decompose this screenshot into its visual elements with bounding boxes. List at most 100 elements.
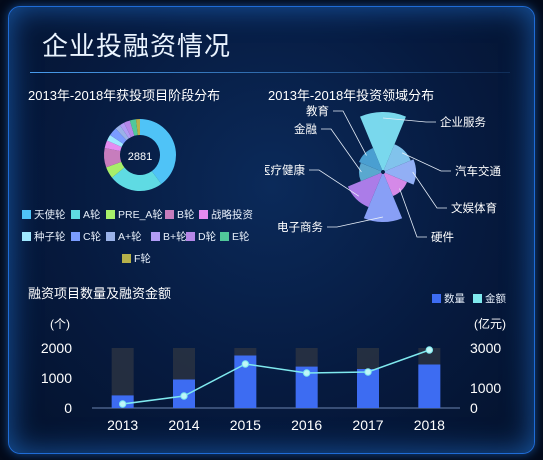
rose-label-1: 汽车交通 [455, 164, 501, 178]
legend-swatch [22, 232, 31, 241]
stage-legend-item-10[interactable]: E轮 [220, 229, 250, 244]
right-tick-0: 0 [470, 400, 478, 416]
x-tick-2018: 2018 [414, 417, 445, 433]
stage-legend-item-9[interactable]: D轮 [186, 229, 216, 244]
legend-swatch [71, 232, 80, 241]
rose-label-2: 文娱体育 [451, 201, 497, 215]
bar-legend-count-label: 数量 [444, 293, 465, 305]
rose-leader-line [327, 216, 384, 228]
stage-legend-item-6[interactable]: C轮 [71, 229, 101, 244]
bar-chart-title: 融资项目数量及融资金额 [28, 286, 172, 301]
rose-label-0: 企业服务 [440, 115, 486, 129]
rose-label-6: 金融 [294, 122, 317, 136]
legend-label: PRE_A轮 [118, 209, 163, 221]
amount-point-2016[interactable] [302, 369, 311, 377]
stage-legend-item-11[interactable]: F轮 [122, 251, 151, 266]
stage-legend-item-2[interactable]: PRE_A轮 [106, 207, 163, 222]
legend-label: 天使轮 [34, 209, 66, 221]
bar-legend-amount: 金额 [473, 291, 506, 306]
stage-legend-item-3[interactable]: B轮 [165, 207, 195, 222]
legend-swatch [71, 210, 80, 219]
stage-legend-item-8[interactable]: B+轮 [151, 229, 187, 244]
rose-slice-3 [383, 172, 408, 197]
bar-legend-amount-label: 金额 [485, 293, 506, 305]
left-tick-1: 1000 [41, 370, 72, 386]
donut-slice-11 [136, 119, 140, 136]
title-divider [30, 72, 510, 73]
legend-label: B+轮 [163, 231, 187, 243]
x-tick-2015: 2015 [230, 417, 261, 433]
rose-label-3: 硬件 [431, 230, 454, 244]
donut-slice-10 [129, 119, 138, 136]
legend-label: 种子轮 [34, 231, 66, 243]
rose-leader-line [401, 152, 451, 172]
rose-leader-line [382, 117, 436, 123]
rose-label-7: 教育 [306, 104, 329, 118]
stage-legend-item-5[interactable]: 种子轮 [22, 229, 66, 244]
stage-legend-item-1[interactable]: A轮 [71, 207, 101, 222]
bar-2018[interactable] [418, 364, 441, 409]
rose-slice-6 [359, 162, 382, 182]
rose-slice-7 [358, 147, 383, 172]
x-tick-2016: 2016 [291, 417, 322, 433]
legend-swatch [106, 232, 115, 241]
stage-legend-item-4[interactable]: 战略投资 [199, 207, 253, 222]
amount-line [122, 349, 430, 405]
rose-slice-5 [347, 172, 383, 208]
legend-swatch [186, 232, 195, 241]
legend-swatch [151, 232, 160, 241]
bar-2016[interactable] [295, 366, 318, 408]
field-chart-title: 2013年-2018年投资领域分布 [268, 88, 435, 103]
stage-chart-title: 2013年-2018年获投项目阶段分布 [28, 88, 221, 103]
donut-slice-2 [106, 161, 125, 178]
rose-slice-1 [383, 144, 411, 172]
right-tick-1: 1000 [470, 380, 501, 396]
legend-swatch [22, 210, 31, 219]
legend-swatch [122, 254, 131, 263]
x-tick-2014: 2014 [168, 417, 199, 433]
rose-leader-line [321, 128, 362, 173]
x-tick-2017: 2017 [352, 417, 383, 433]
left-tick-2: 2000 [41, 340, 72, 356]
donut-center-value: 2881 [128, 151, 152, 163]
rose-leader-line [309, 169, 360, 197]
legend-swatch [106, 210, 115, 219]
amount-point-2013[interactable] [118, 400, 127, 408]
legend-label: F轮 [134, 253, 151, 265]
legend-label: 战略投资 [211, 209, 253, 221]
donut-slice-6 [110, 128, 127, 144]
donut-slice-0 [140, 119, 177, 185]
left-axis-unit: (个) [50, 317, 70, 331]
right-axis-unit: (亿元) [474, 316, 506, 331]
amount-point-2015[interactable] [241, 360, 250, 368]
rose-leader-line [333, 110, 367, 156]
rose-leader-line [412, 171, 447, 209]
bar-legend-count-swatch [432, 294, 441, 303]
legend-label: A+轮 [118, 231, 142, 243]
bar-2017[interactable] [357, 369, 379, 408]
amount-point-2018[interactable] [425, 346, 434, 354]
amount-point-2017[interactable] [364, 368, 372, 376]
stage-legend-item-0[interactable]: 天使轮 [22, 207, 66, 222]
bar-2015[interactable] [234, 355, 257, 409]
donut-slice-1 [111, 167, 162, 191]
bar-legend-count: 数量 [432, 291, 465, 306]
rose-slice-2 [384, 159, 416, 185]
donut-slice-9 [124, 120, 135, 138]
dashboard-frame [8, 6, 535, 454]
bar-bg-2013 [111, 348, 134, 408]
right-tick-2: 3000 [470, 340, 501, 356]
donut-slice-8 [119, 122, 132, 139]
count-amount-chart: (个) (亿元) 0 1000 2000 0 1000 3000 2013 2014 2015 2… [41, 316, 506, 433]
rose-label-4: 电子商务 [277, 220, 323, 234]
rose-slice-0 [360, 112, 406, 171]
donut-slice-7 [115, 125, 129, 141]
rose-leader-line [399, 188, 427, 238]
amount-point-2014[interactable] [180, 392, 188, 400]
left-tick-0: 0 [64, 400, 72, 416]
legend-label: B轮 [177, 209, 195, 221]
stage-legend-item-7[interactable]: A+轮 [106, 229, 142, 244]
legend-label: A轮 [83, 209, 101, 221]
stage-donut-chart: 2881 [104, 119, 177, 191]
